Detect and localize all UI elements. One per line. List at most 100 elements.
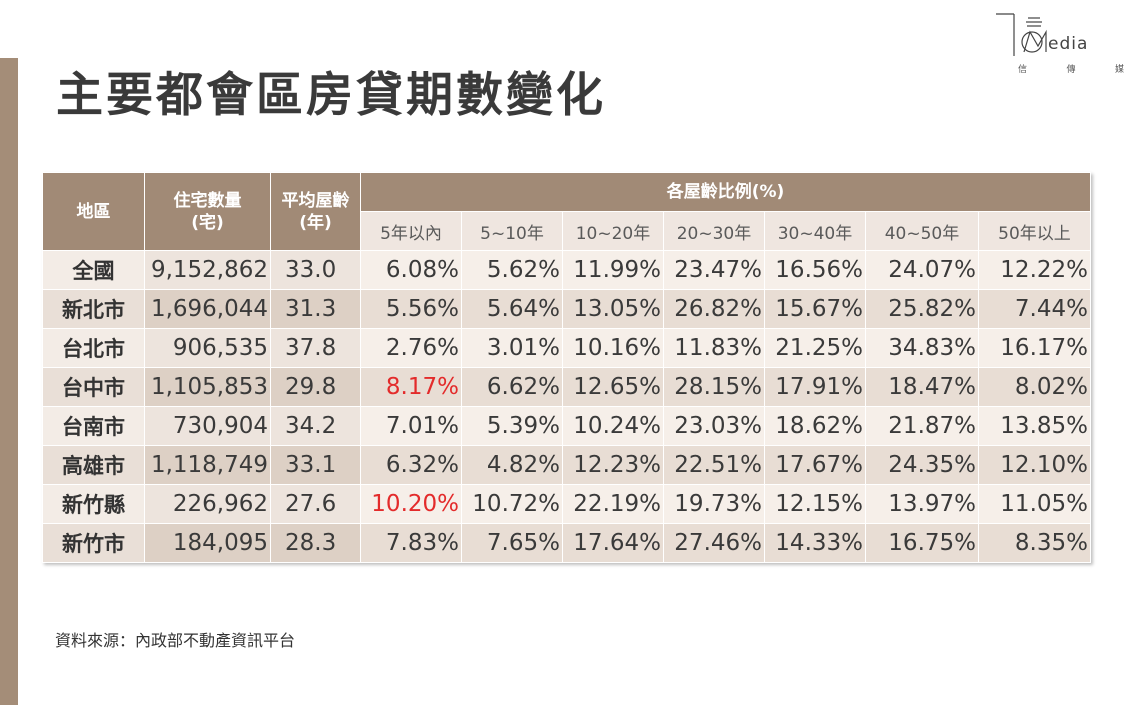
media-logo: edia 信 傳 媒 xyxy=(994,8,1124,76)
side-accent-bar xyxy=(0,58,18,705)
ratio-cell: 12.65% xyxy=(562,367,664,407)
ratio-cell: 28.15% xyxy=(663,367,765,407)
ratio-cell: 6.62% xyxy=(461,367,563,407)
ratio-cell: 8.35% xyxy=(978,523,1091,563)
header-avg-age: 平均屋齡 (年) xyxy=(270,172,361,251)
ratio-cell: 26.82% xyxy=(663,289,765,329)
table-row: 新竹市 184,095 28.3 7.83% 7.65% 17.64% 27.46% 14.3… xyxy=(42,523,1091,563)
houses-cell: 184,095 xyxy=(144,523,271,563)
ratio-cell: 5.64% xyxy=(461,289,563,329)
ratio-cell: 21.25% xyxy=(764,328,866,368)
houses-cell: 1,105,853 xyxy=(144,367,271,407)
ratio-cell: 12.10% xyxy=(978,445,1091,485)
region-cell: 台中市 xyxy=(42,367,145,407)
ratio-cell: 13.97% xyxy=(865,484,979,524)
houses-cell: 1,118,749 xyxy=(144,445,271,485)
ratio-cell: 14.33% xyxy=(764,523,866,563)
header-bucket: 20~30年 xyxy=(663,211,765,251)
source-note: 資料來源：內政部不動產資訊平台 xyxy=(55,631,296,650)
ratio-cell: 3.01% xyxy=(461,328,563,368)
table-row: 新竹縣 226,962 27.6 10.20% 10.72% 22.19% 19.73% 12… xyxy=(42,484,1091,524)
houses-cell: 730,904 xyxy=(144,406,271,446)
ratio-cell: 10.72% xyxy=(461,484,563,524)
ratio-cell: 12.22% xyxy=(978,250,1091,290)
region-cell: 新北市 xyxy=(42,289,145,329)
ratio-cell: 4.82% xyxy=(461,445,563,485)
page-title: 主要都會區房貸期數變化 xyxy=(56,68,606,123)
logo-subtitle: 信 傳 媒 xyxy=(1018,62,1124,75)
ratio-cell: 16.17% xyxy=(978,328,1091,368)
header-bucket: 30~40年 xyxy=(764,211,866,251)
ratio-cell: 11.83% xyxy=(663,328,765,368)
ratio-cell: 10.24% xyxy=(562,406,664,446)
ratio-cell: 34.83% xyxy=(865,328,979,368)
ratio-cell: 13.05% xyxy=(562,289,664,329)
table-row: 全國 9,152,862 33.0 6.08% 5.62% 11.99% 23.47% 16.… xyxy=(42,250,1091,290)
avg-age-cell: 27.6 xyxy=(270,484,361,524)
avg-age-cell: 33.0 xyxy=(270,250,361,290)
ratio-cell: 13.85% xyxy=(978,406,1091,446)
ratio-cell: 18.47% xyxy=(865,367,979,407)
ratio-cell: 7.44% xyxy=(978,289,1091,329)
region-cell: 新竹縣 xyxy=(42,484,145,524)
houses-cell: 906,535 xyxy=(144,328,271,368)
ratio-cell: 24.07% xyxy=(865,250,979,290)
region-cell: 全國 xyxy=(42,250,145,290)
ratio-cell: 12.23% xyxy=(562,445,664,485)
table-row: 台中市 1,105,853 29.8 8.17% 6.62% 12.65% 28.15% 17… xyxy=(42,367,1091,407)
header-bucket: 5~10年 xyxy=(461,211,563,251)
ratio-cell: 16.56% xyxy=(764,250,866,290)
ratio-cell: 22.51% xyxy=(663,445,765,485)
ratio-cell: 8.17% xyxy=(360,367,462,407)
ratio-cell: 12.15% xyxy=(764,484,866,524)
ratio-cell: 23.03% xyxy=(663,406,765,446)
ratio-cell: 22.19% xyxy=(562,484,664,524)
ratio-cell: 23.47% xyxy=(663,250,765,290)
header-bucket: 50年以上 xyxy=(978,211,1091,251)
ratio-cell: 17.91% xyxy=(764,367,866,407)
houses-cell: 9,152,862 xyxy=(144,250,271,290)
header-region: 地區 xyxy=(42,172,145,251)
ratio-cell: 19.73% xyxy=(663,484,765,524)
ratio-cell: 10.16% xyxy=(562,328,664,368)
ratio-cell: 24.35% xyxy=(865,445,979,485)
ratio-cell: 27.46% xyxy=(663,523,765,563)
region-cell: 高雄市 xyxy=(42,445,145,485)
header-bucket: 5年以內 xyxy=(360,211,462,251)
ratio-cell: 6.32% xyxy=(360,445,462,485)
header-avg-age-l1: 平均屋齡 xyxy=(281,190,350,211)
ratio-cell: 6.08% xyxy=(360,250,462,290)
ratio-cell: 7.65% xyxy=(461,523,563,563)
ratio-cell: 25.82% xyxy=(865,289,979,329)
header-avg-age-l2: (年) xyxy=(299,212,332,233)
table-row: 台南市 730,904 34.2 7.01% 5.39% 10.24% 23.03% 18.6… xyxy=(42,406,1091,446)
ratio-cell: 15.67% xyxy=(764,289,866,329)
header-houses: 住宅數量 (宅) xyxy=(144,172,271,251)
ratio-cell: 16.75% xyxy=(865,523,979,563)
ratio-cell: 11.99% xyxy=(562,250,664,290)
header-houses-l1: 住宅數量 xyxy=(173,190,242,211)
region-cell: 新竹市 xyxy=(42,523,145,563)
ratio-cell: 10.20% xyxy=(360,484,462,524)
avg-age-cell: 34.2 xyxy=(270,406,361,446)
header-ratio-group: 各屋齡比例(%) xyxy=(360,172,1091,212)
table-row: 高雄市 1,118,749 33.1 6.32% 4.82% 12.23% 22.51% 17… xyxy=(42,445,1091,485)
table-row: 新北市 1,696,044 31.3 5.56% 5.64% 13.05% 26.82% 15… xyxy=(42,289,1091,329)
ratio-cell: 21.87% xyxy=(865,406,979,446)
avg-age-cell: 28.3 xyxy=(270,523,361,563)
avg-age-cell: 31.3 xyxy=(270,289,361,329)
avg-age-cell: 29.8 xyxy=(270,367,361,407)
avg-age-cell: 33.1 xyxy=(270,445,361,485)
ratio-cell: 11.05% xyxy=(978,484,1091,524)
region-cell: 台北市 xyxy=(42,328,145,368)
ratio-cell: 7.83% xyxy=(360,523,462,563)
data-table-wrap: 地區 住宅數量 (宅) 平均屋齡 (年) 各屋齡比例(%) 5年以內 5~10年 1… xyxy=(42,172,1091,563)
logo-sub-char: 媒 xyxy=(1114,65,1124,75)
header-bucket: 10~20年 xyxy=(562,211,664,251)
region-cell: 台南市 xyxy=(42,406,145,446)
ratio-cell: 5.39% xyxy=(461,406,563,446)
ratio-cell: 5.56% xyxy=(360,289,462,329)
ratio-cell: 17.67% xyxy=(764,445,866,485)
houses-cell: 1,696,044 xyxy=(144,289,271,329)
logo-sub-char: 傳 xyxy=(1066,65,1076,75)
